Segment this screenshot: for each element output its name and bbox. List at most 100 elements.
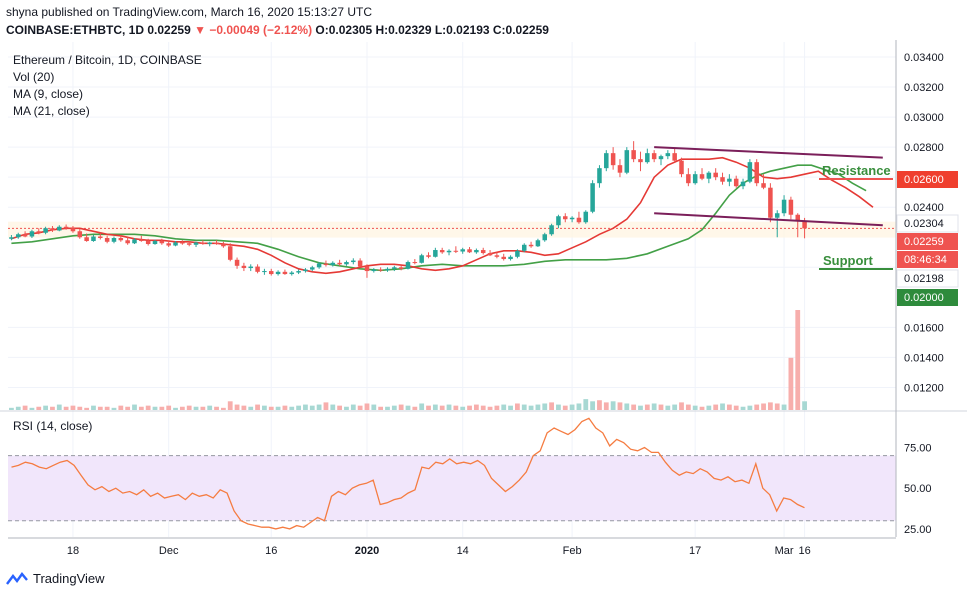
candle-body <box>747 162 753 182</box>
candle <box>610 147 616 170</box>
volume-bar <box>344 406 349 410</box>
volume-bar <box>186 405 192 410</box>
candle-body <box>91 236 96 242</box>
volume-bar <box>255 404 260 410</box>
candle <box>617 159 623 178</box>
volume-bar <box>179 406 185 410</box>
candle <box>446 249 452 256</box>
volume-bar <box>658 404 664 410</box>
volume-bar <box>391 405 397 410</box>
candle-body <box>733 178 739 187</box>
candle-body <box>651 153 657 160</box>
price-badge-label: 0.02600 <box>904 174 944 186</box>
volume-bar <box>166 405 172 410</box>
candle <box>173 241 178 247</box>
candle-body <box>446 250 452 253</box>
volume-bar <box>316 404 322 410</box>
chart-svg: 0.03400 0.03200 0.03000 0.02800 0.02400 0.016… <box>0 40 967 557</box>
rsi-line <box>11 417 805 530</box>
volume-bar <box>364 403 370 410</box>
volume-bar <box>104 406 110 410</box>
ohlc-values: O:0.02305 H:0.02329 L:0.02193 C:0.02259 <box>315 23 549 37</box>
candle-body <box>720 177 725 182</box>
candle-body <box>378 269 383 271</box>
candle <box>508 255 513 261</box>
candle <box>255 264 260 274</box>
candle-body <box>781 199 787 214</box>
candle <box>686 168 691 187</box>
volume-bar <box>644 404 650 410</box>
volume-bar <box>84 407 90 410</box>
footer[interactable]: TradingView <box>6 571 105 586</box>
candle-body <box>139 239 144 242</box>
candlesticks[interactable] <box>9 141 807 278</box>
legend-vol[interactable]: Vol (20) <box>13 70 54 84</box>
legend-ma21[interactable]: MA (21, close) <box>13 104 90 118</box>
candle-body <box>22 234 28 237</box>
candle-body <box>556 216 561 226</box>
volume-bar <box>562 405 568 410</box>
candle-body <box>173 242 178 246</box>
candle <box>638 151 643 172</box>
candle <box>22 231 28 238</box>
volume-bar <box>337 405 343 410</box>
candle-body <box>70 228 76 232</box>
candle-body <box>310 267 315 270</box>
volume-bar <box>214 406 219 410</box>
candle <box>385 267 390 272</box>
candle <box>474 248 479 254</box>
candle-body <box>125 240 130 244</box>
candle-body <box>16 234 21 238</box>
volume-bar <box>309 405 315 410</box>
candle <box>604 150 609 172</box>
candle <box>405 260 411 270</box>
candle-body <box>351 260 356 263</box>
volume-bar <box>521 404 527 410</box>
candle-body <box>494 255 500 257</box>
candle-body <box>658 156 664 160</box>
candle-body <box>207 242 212 245</box>
volume-bar <box>275 406 281 410</box>
volume-bar <box>679 402 684 410</box>
candle-body <box>371 269 377 272</box>
candle-body <box>467 249 472 253</box>
candle <box>535 238 541 248</box>
volume-bar <box>207 405 213 410</box>
candle <box>57 225 62 232</box>
candle-body <box>761 183 766 188</box>
candle-body <box>439 250 445 253</box>
candle-body <box>248 266 253 269</box>
candle-body <box>672 153 677 161</box>
candle-body <box>104 238 110 242</box>
volume-bar <box>145 405 151 410</box>
candle-body <box>645 153 650 163</box>
price-tick-label: 0.01400 <box>904 352 944 364</box>
volume-bar <box>77 406 83 410</box>
volume-bar <box>802 401 807 410</box>
candle <box>323 260 329 267</box>
legend-ma9[interactable]: MA (9, close) <box>13 87 83 101</box>
volume-bar <box>50 406 55 410</box>
candle <box>351 258 356 265</box>
volume-bar <box>501 404 507 410</box>
legend-rsi[interactable]: RSI (14, close) <box>13 419 92 433</box>
candle <box>788 196 794 220</box>
candle <box>296 269 301 275</box>
candle-body <box>501 256 506 260</box>
price-badge <box>897 251 958 268</box>
volume-bar <box>138 406 144 410</box>
candle-body <box>686 174 691 184</box>
candle <box>16 232 21 239</box>
candle <box>118 235 124 242</box>
volume-bar <box>706 405 712 410</box>
volume-bar <box>241 405 247 410</box>
volume-bar <box>569 404 575 410</box>
candle-body <box>50 228 55 231</box>
candle-body <box>166 243 171 246</box>
candle <box>132 238 137 245</box>
candle <box>234 257 240 269</box>
candle <box>282 269 288 275</box>
volume-bar <box>118 405 124 410</box>
candle-body <box>111 238 117 242</box>
time-tick-label: 17 <box>689 545 701 557</box>
